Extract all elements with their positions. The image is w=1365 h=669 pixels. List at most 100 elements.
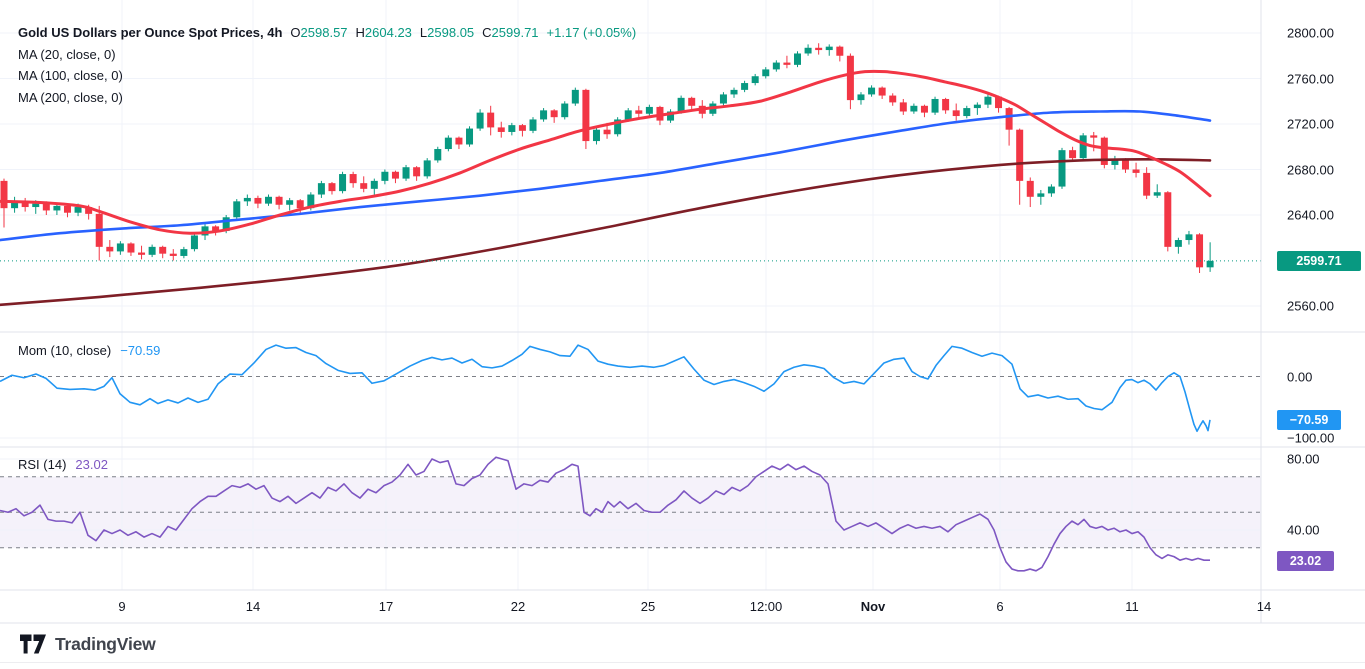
candle-up xyxy=(825,46,833,51)
ma-line-200 xyxy=(0,157,1212,307)
open-value: 2598.57 xyxy=(300,25,348,41)
candle-up xyxy=(730,89,738,95)
tradingview-attribution[interactable]: TradingView xyxy=(20,633,156,655)
symbol-title: Gold US Dollars per Ounce Spot Prices, 4… xyxy=(18,25,283,41)
candle-up xyxy=(984,96,992,105)
momentum-tick-label: −100.00 xyxy=(1287,430,1335,446)
candle-up xyxy=(719,94,727,104)
candle-down xyxy=(995,96,1003,109)
symbol-legend-row[interactable]: Gold US Dollars per Ounce Spot Prices, 4… xyxy=(18,22,636,44)
change-value: +1.17 (+0.05%) xyxy=(546,25,637,41)
candle-down xyxy=(815,47,823,51)
candle-up xyxy=(402,167,410,179)
ma-line-100 xyxy=(0,109,1212,242)
candle-up xyxy=(1174,240,1182,247)
momentum-tick-label: 0.00 xyxy=(1287,369,1313,384)
candle-up xyxy=(434,149,442,161)
candle-up xyxy=(931,98,939,113)
candle-up xyxy=(1037,193,1045,197)
candle-down xyxy=(878,87,886,96)
candle-down xyxy=(21,201,29,208)
time-axis-label: 12:00 xyxy=(749,599,783,614)
candle-up xyxy=(1111,159,1119,165)
candle-down xyxy=(169,253,177,256)
candle-down xyxy=(783,62,791,65)
candle-down xyxy=(1069,150,1077,159)
candle-up xyxy=(1079,135,1087,159)
candle-up xyxy=(1206,260,1214,268)
candle-up xyxy=(857,94,865,101)
time-axis-label: 14 xyxy=(245,599,261,614)
candle-up xyxy=(1047,186,1055,194)
candle-up xyxy=(307,194,315,209)
candle-down xyxy=(942,98,950,111)
open-label: O xyxy=(290,25,301,41)
candle-up xyxy=(973,104,981,109)
high-value: 2604.23 xyxy=(364,25,412,41)
candle-down xyxy=(497,127,505,132)
time-axis-label: 9 xyxy=(118,599,126,614)
candle-up xyxy=(677,97,685,112)
candle-down xyxy=(106,246,114,252)
time-axis-label: 14 xyxy=(1256,599,1272,614)
horizontal-gridlines xyxy=(0,32,1261,531)
candle-down xyxy=(518,125,526,131)
candle-up xyxy=(614,119,622,135)
candle-down xyxy=(296,200,304,209)
candle-down xyxy=(0,180,8,209)
ma20-legend-row[interactable]: MA (20, close, 0) xyxy=(18,46,116,62)
low-label: L xyxy=(419,25,428,41)
candle-down xyxy=(328,183,336,192)
candle-down xyxy=(159,246,167,254)
candle-up xyxy=(561,103,569,118)
momentum-line xyxy=(0,344,1211,433)
time-axis[interactable] xyxy=(0,590,1261,623)
candle-down xyxy=(138,252,146,255)
ma200-legend-row[interactable]: MA (200, close, 0) xyxy=(18,89,123,105)
momentum-legend-row[interactable]: Mom (10, close) −70.59 xyxy=(18,343,160,358)
rsi-tick-label: 80.00 xyxy=(1287,451,1320,467)
momentum-legend-label: Mom (10, close) xyxy=(18,343,112,358)
candle-up xyxy=(201,226,209,236)
candle-down xyxy=(899,102,907,112)
candle-down xyxy=(1016,129,1024,181)
low-value: 2598.05 xyxy=(427,25,475,41)
candle-up xyxy=(148,246,156,255)
rsi-line xyxy=(0,456,1211,572)
time-axis-label: 25 xyxy=(640,599,656,614)
time-axis-label: Nov xyxy=(860,599,886,614)
last-price-badge: 2599.71 xyxy=(1277,250,1361,271)
candle-up xyxy=(317,183,325,195)
candle-down xyxy=(688,97,696,106)
candle-down xyxy=(487,112,495,128)
candle-down xyxy=(1143,172,1151,196)
candle-up xyxy=(423,160,431,177)
candle-up xyxy=(74,207,82,213)
rsi-legend-row[interactable]: RSI (14) 23.02 xyxy=(18,457,108,472)
candle-down xyxy=(1090,135,1098,138)
candle-up xyxy=(910,105,918,112)
candle-up xyxy=(243,197,251,202)
candle-down xyxy=(582,89,590,142)
candle-up xyxy=(667,111,675,121)
candle-down xyxy=(275,196,283,205)
candle-down xyxy=(1026,180,1034,197)
high-label: H xyxy=(355,25,365,41)
candle-up xyxy=(444,137,452,150)
candle-up xyxy=(190,235,198,250)
candle-down xyxy=(1164,192,1172,247)
rsi-legend-label: RSI (14) xyxy=(18,457,67,472)
ma100-legend-row[interactable]: MA (100, close, 0) xyxy=(18,68,123,84)
rsi-value-badge: 23.02 xyxy=(1277,550,1334,571)
tradingview-logo-text: TradingView xyxy=(55,633,156,654)
time-axis-label: 6 xyxy=(996,599,1004,614)
candle-down xyxy=(1121,159,1129,170)
candle-up xyxy=(772,62,780,70)
candle-down xyxy=(42,203,50,211)
candle-up xyxy=(233,201,241,218)
panel-borders xyxy=(0,0,1365,624)
price-tick-label: 2760.00 xyxy=(1287,71,1334,86)
candle-down xyxy=(603,129,611,135)
candle-up xyxy=(529,119,537,131)
